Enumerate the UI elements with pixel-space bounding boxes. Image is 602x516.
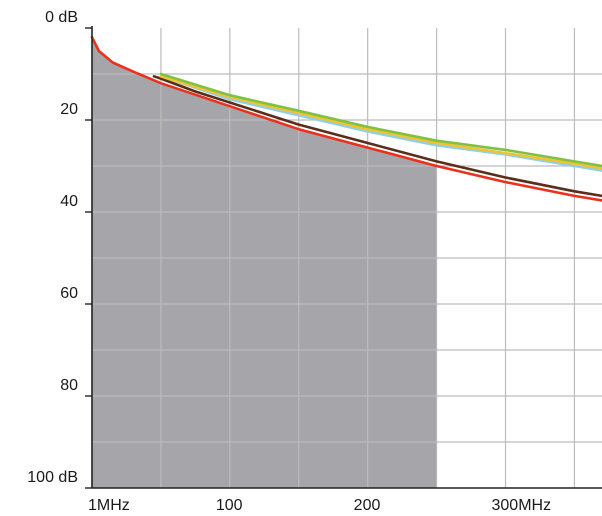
shaded-region-layer bbox=[92, 37, 437, 488]
x-tick-label: 200 bbox=[354, 497, 381, 514]
series-line-light-blue bbox=[159, 75, 602, 172]
y-tick-label: 40 bbox=[60, 193, 78, 210]
y-tick-label: 20 bbox=[60, 101, 78, 118]
axis-layer bbox=[85, 26, 602, 489]
grid-layer bbox=[92, 28, 602, 488]
shaded-region bbox=[92, 37, 437, 488]
x-tick-label: 300MHz bbox=[492, 497, 552, 514]
y-tick-label: 100 dB bbox=[27, 469, 78, 486]
series-layer bbox=[90, 35, 602, 202]
x-tick-label: 1MHz bbox=[88, 497, 130, 514]
tick-label-layer: 0 dB 20 40 60 80 100 dB 1MHz 100 200 300MHz bbox=[27, 9, 551, 514]
series-line-green bbox=[159, 72, 602, 168]
series-line-red bbox=[90, 35, 602, 202]
y-tick-label: 80 bbox=[60, 377, 78, 394]
y-tick-label: 60 bbox=[60, 285, 78, 302]
series-line-dark-brown bbox=[152, 75, 602, 198]
x-tick-label: 100 bbox=[216, 497, 243, 514]
y-tick-label: 0 dB bbox=[45, 9, 78, 26]
series-line-yellow bbox=[159, 75, 602, 170]
